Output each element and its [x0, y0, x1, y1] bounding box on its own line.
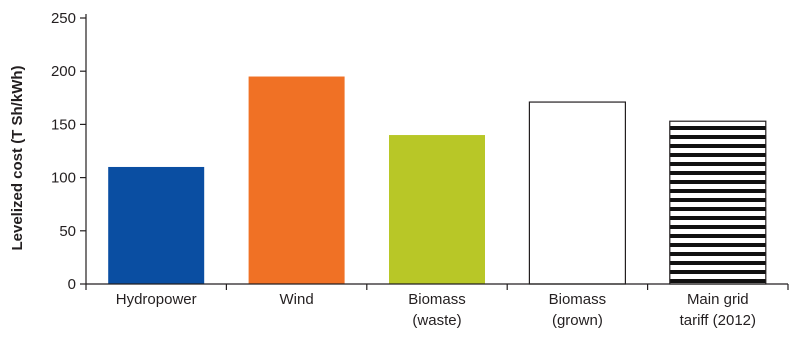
plot-area: 0 50 100 150 200 250 Hydropower Wind Biomass (was…	[51, 10, 789, 329]
bar-2	[389, 135, 485, 284]
y-tick-label-1: 50	[59, 223, 76, 240]
bar-0	[108, 166, 205, 284]
y-tick-label-3: 150	[51, 116, 76, 133]
y-tick-label-0: 0	[68, 276, 76, 293]
x-tick-label-3-line-0: Biomass	[549, 291, 607, 308]
x-tick-label-2-line-0: Biomass	[408, 291, 466, 308]
x-tick-label-4-line-1: tariff (2012)	[680, 312, 756, 329]
x-tick-label-1: Wind	[280, 291, 314, 308]
y-axis-label: Levelized cost (T Sh/kWh)	[9, 65, 26, 250]
bar-1	[248, 76, 345, 285]
bar-4	[669, 120, 767, 285]
x-tick-label-0: Hydropower	[116, 291, 197, 308]
x-tick-label-3-line-1: (grown)	[552, 312, 603, 329]
x-tick-label-2-line-1: (waste)	[412, 312, 461, 329]
y-tick-label-4: 200	[51, 63, 76, 80]
y-tick-label-2: 100	[51, 170, 76, 187]
y-tick-label-5: 250	[51, 10, 76, 27]
x-tick-label-4-line-0: Main grid	[687, 291, 749, 308]
bar-3	[528, 101, 627, 285]
